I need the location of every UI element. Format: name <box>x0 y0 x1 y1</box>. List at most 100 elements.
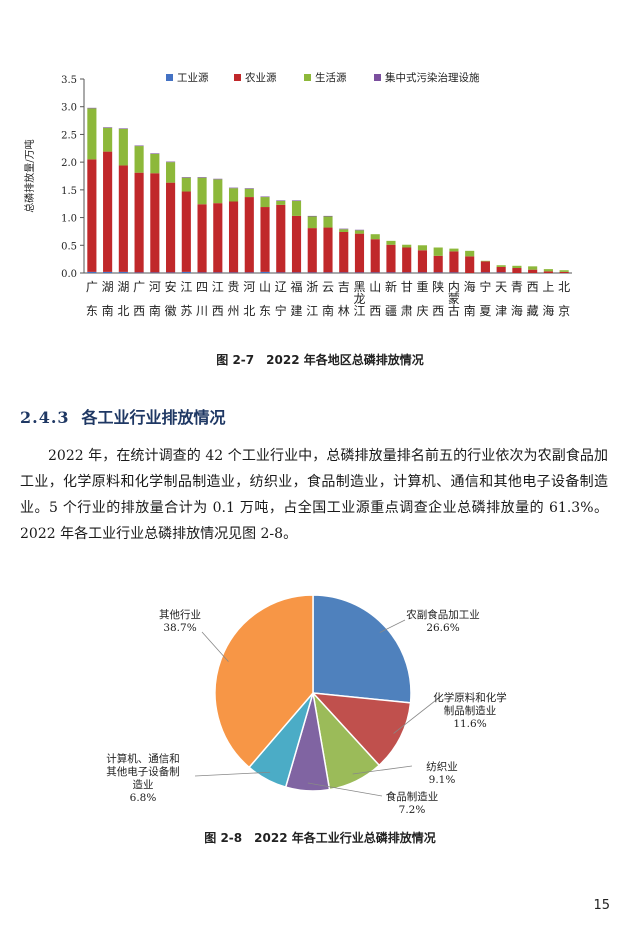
bar-segment <box>181 271 191 273</box>
bar-segment <box>150 153 160 174</box>
x-tick-label: 四川 <box>196 280 208 318</box>
bar-segment <box>291 215 302 273</box>
bar-segment <box>339 272 349 273</box>
bar-segment <box>386 244 396 273</box>
y-tick-label: 2.0 <box>61 158 77 169</box>
bar-segment <box>449 248 459 252</box>
bar-segment <box>339 231 349 273</box>
legend-label: 集中式污染治理设施 <box>385 71 480 84</box>
leader-line <box>194 771 271 777</box>
leader-line <box>352 765 413 775</box>
bar-segment <box>291 200 302 201</box>
pie-slice <box>214 594 314 769</box>
bar-segment <box>197 177 207 178</box>
x-tick-label: 海南 <box>464 279 476 318</box>
y-tick-label: 0.0 <box>61 269 77 280</box>
bar-segment <box>465 250 475 257</box>
bar-segment <box>228 188 239 202</box>
bar-segment <box>103 271 113 273</box>
bar-segment <box>181 177 191 192</box>
x-tick-label: 吉林 <box>338 280 350 318</box>
bar-segment <box>260 196 270 198</box>
x-tick-label: 山东 <box>259 280 271 318</box>
bar-segment <box>118 128 128 166</box>
bar-segment <box>307 216 317 229</box>
pie-label: 其他行业 38.7% <box>159 608 201 634</box>
bar-segment <box>449 251 459 273</box>
x-tick-label: 湖北 <box>117 279 129 318</box>
bar-segment <box>244 188 254 198</box>
bar-segment <box>87 271 97 273</box>
bar-segment <box>354 233 365 273</box>
pie-label: 食品制造业 7.2% <box>386 790 439 816</box>
x-tick-label: 西藏 <box>527 280 539 318</box>
bar-segment <box>103 127 113 128</box>
bar-segment <box>496 265 506 267</box>
pie-slice <box>311 692 412 767</box>
pie-label: 化学原料和化学制品制造业 11.6% <box>433 691 507 730</box>
bar-segment <box>103 127 113 152</box>
y-tick-label: 0.5 <box>61 241 77 252</box>
legend-swatch <box>166 74 173 81</box>
bar-segment <box>291 272 302 273</box>
bar-segment <box>213 179 223 204</box>
x-tick-label: 湖南 <box>102 279 114 318</box>
bar-segment <box>134 272 144 273</box>
bar-segment <box>134 172 144 273</box>
bar-segment <box>307 272 317 273</box>
bar-segment <box>260 197 270 208</box>
bar-segment <box>87 108 97 160</box>
y-tick-label: 1.0 <box>61 214 77 225</box>
legend-label: 农业源 <box>245 71 277 84</box>
x-tick-label: 甘肃 <box>401 280 413 318</box>
bar-segment <box>465 256 475 273</box>
x-tick-label: 云南 <box>322 280 334 318</box>
bar-segment <box>559 270 569 272</box>
leader-line <box>201 631 229 662</box>
bar-segment <box>370 239 380 273</box>
legend-label: 工业源 <box>177 71 209 84</box>
bar-segment <box>150 153 160 154</box>
bar-segment <box>480 272 490 273</box>
bar-segment <box>512 265 522 269</box>
x-tick-label: 青海 <box>511 280 523 318</box>
bar-segment <box>386 240 396 245</box>
bar-segment <box>118 165 128 272</box>
y-tick-label: 1.5 <box>61 186 77 197</box>
bar-segment <box>323 216 333 228</box>
bar-segment <box>480 260 490 262</box>
x-tick-label: 陕西 <box>432 279 444 318</box>
bar-segment <box>370 272 380 273</box>
bar-segment <box>197 204 207 273</box>
x-tick-label: 河南 <box>149 280 161 318</box>
bar-segment <box>543 269 553 272</box>
x-tick-label: 黑龙江 <box>353 280 365 318</box>
x-tick-label: 贵州 <box>228 280 240 318</box>
bar-segment <box>496 266 506 273</box>
bar-segment <box>197 272 207 273</box>
section-number: 2.4.3 <box>20 408 70 427</box>
leader-line <box>393 696 441 734</box>
bar-segment <box>512 268 522 273</box>
bar-segment <box>528 266 538 270</box>
figure-2-8-caption: 图 2-8 2022 年各工业行业总磷排放情况 <box>204 831 436 845</box>
bar-segment <box>228 272 239 273</box>
bar-segment <box>260 271 270 273</box>
bar-segment <box>291 200 302 216</box>
bar-segment <box>528 269 538 273</box>
bar-segment <box>197 177 207 205</box>
bar-segment <box>244 197 254 273</box>
bar-segment <box>276 200 286 205</box>
bar-segment <box>354 230 365 234</box>
bar-segment <box>228 201 239 273</box>
bar-segment <box>166 272 176 273</box>
bar-segment <box>480 261 490 273</box>
bar-segment <box>323 215 333 217</box>
industry-phosphorus-pie-chart: 农副食品加工业 26.6% 化学原料和化学制品制造业 11.6% 纺织业 9.1% 食品制造… <box>106 594 507 816</box>
x-tick-label: 山西 <box>369 280 381 318</box>
bar-segment <box>449 272 459 273</box>
bar-segment <box>87 107 97 109</box>
y-tick-label: 3.0 <box>61 103 77 114</box>
legend-swatch <box>234 74 241 81</box>
x-tick-label: 福建 <box>291 279 303 318</box>
